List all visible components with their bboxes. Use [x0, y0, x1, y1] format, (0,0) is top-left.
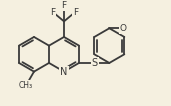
Text: F: F: [73, 8, 78, 17]
Text: CH₃: CH₃: [18, 81, 32, 90]
Text: N: N: [60, 67, 68, 77]
Text: F: F: [61, 1, 67, 10]
Text: O: O: [120, 24, 127, 33]
Text: F: F: [50, 8, 55, 17]
Text: S: S: [91, 58, 98, 68]
